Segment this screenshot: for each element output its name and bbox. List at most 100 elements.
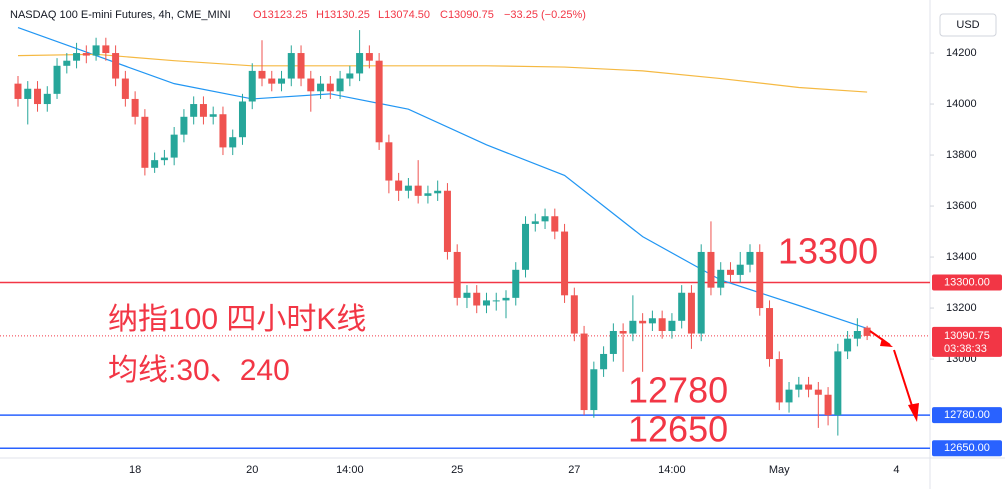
y-tick-label: 13800 <box>946 149 977 161</box>
candle-body <box>629 320 637 334</box>
arrow-head <box>880 338 893 347</box>
symbol: NASDAQ 100 E-mini Futures, 4h, CME_MINI <box>10 9 231 21</box>
candle-body <box>814 389 822 395</box>
candle-body <box>863 327 871 336</box>
candle-body <box>317 83 325 92</box>
candle-body <box>824 394 832 416</box>
annotation: 纳指100 四小时K线 <box>108 303 366 336</box>
overlay: NASDAQ 100 E-mini Futures, 4h, CME_MINI … <box>10 9 997 450</box>
candle-body <box>170 134 178 158</box>
candle-body <box>43 93 51 105</box>
candle-body <box>551 216 559 232</box>
candle-body <box>404 185 412 191</box>
candle-body <box>619 331 627 334</box>
y-tick-label: 14200 <box>946 47 977 59</box>
candle-body <box>590 369 598 411</box>
candle-body <box>141 116 149 168</box>
candle-body <box>199 104 207 117</box>
candle-body <box>238 101 246 138</box>
price-tag <box>932 407 1002 424</box>
ohlc-open: O13123.25 <box>253 9 307 21</box>
candle-body <box>502 297 510 301</box>
candle-body <box>834 351 842 416</box>
last-price-label: 13090.75 <box>944 330 990 342</box>
countdown: 03:38:33 <box>944 343 987 355</box>
x-tick-label: 14:00 <box>658 464 686 476</box>
candle-body <box>756 251 764 309</box>
candle-body <box>112 53 120 79</box>
candle-body <box>561 231 569 296</box>
candle-body <box>219 114 227 148</box>
annotation: 12780 <box>628 370 728 411</box>
candle-body <box>570 295 578 334</box>
candle-body <box>853 331 861 339</box>
candle-body <box>726 269 734 275</box>
y-tick-label: 13600 <box>946 200 977 212</box>
candle-body <box>434 190 442 194</box>
candle-body <box>775 359 783 403</box>
y-tick-label: 14000 <box>946 98 977 110</box>
candle-body <box>53 65 61 94</box>
candle-body <box>443 190 451 252</box>
candle-body <box>522 223 530 270</box>
price-tag-label: 12650.00 <box>944 442 990 454</box>
currency-box[interactable] <box>939 13 997 37</box>
x-tick-label: 4 <box>893 464 899 476</box>
ohlc-high: H13130.25 <box>316 9 370 21</box>
candle-body <box>307 78 315 92</box>
candle-body <box>482 300 490 306</box>
price-tag <box>932 440 1002 457</box>
candle-body <box>346 73 354 79</box>
candle-body <box>580 333 588 411</box>
annotation: 12650 <box>628 409 728 450</box>
y-tick-label: 13400 <box>946 251 977 263</box>
candle-body <box>385 142 393 181</box>
candle-body <box>600 353 608 370</box>
moving-average <box>17 53 868 93</box>
x-tick-label: May <box>769 464 790 476</box>
candle-body <box>697 251 705 334</box>
candle-body <box>326 83 334 92</box>
candle-body <box>160 157 168 161</box>
candle-body <box>648 318 656 324</box>
candle-body <box>248 70 256 102</box>
candle-body <box>785 389 793 403</box>
candle-body <box>424 193 432 196</box>
candle-body <box>678 292 686 321</box>
candle-body <box>395 180 403 191</box>
candle-body <box>463 292 471 298</box>
moving-average <box>17 26 868 330</box>
candle-body <box>268 78 276 84</box>
candle-body <box>336 78 344 92</box>
ohlc-close: C13090.75 <box>440 9 494 21</box>
candle-body <box>92 45 100 56</box>
candle-body <box>414 185 422 196</box>
x-tick-label: 14:00 <box>336 464 364 476</box>
candle-body <box>717 269 725 288</box>
candle-body <box>356 53 364 74</box>
candle-body <box>453 251 461 298</box>
candle-body <box>190 104 198 117</box>
candle-body <box>492 300 500 302</box>
candle-body <box>34 88 42 105</box>
arrow <box>893 349 915 413</box>
candle-body <box>512 269 520 298</box>
currency[interactable]: USD <box>956 19 979 31</box>
change: −33.25 (−0.25%) <box>504 9 586 21</box>
candle-body <box>63 60 71 66</box>
candle-body <box>131 98 139 117</box>
candle-body <box>541 216 549 222</box>
candle-body <box>639 320 647 324</box>
candle-body <box>658 318 666 332</box>
candle-body <box>151 160 159 168</box>
price-tag-label: 13300.00 <box>944 276 990 288</box>
candle-body <box>473 292 481 306</box>
x-tick-label: 27 <box>568 464 580 476</box>
candle-body <box>229 137 237 148</box>
candle-body <box>375 60 383 143</box>
annotation: 13300 <box>778 231 878 272</box>
candle-body <box>844 338 852 352</box>
y-tick-label: 13200 <box>946 302 977 314</box>
